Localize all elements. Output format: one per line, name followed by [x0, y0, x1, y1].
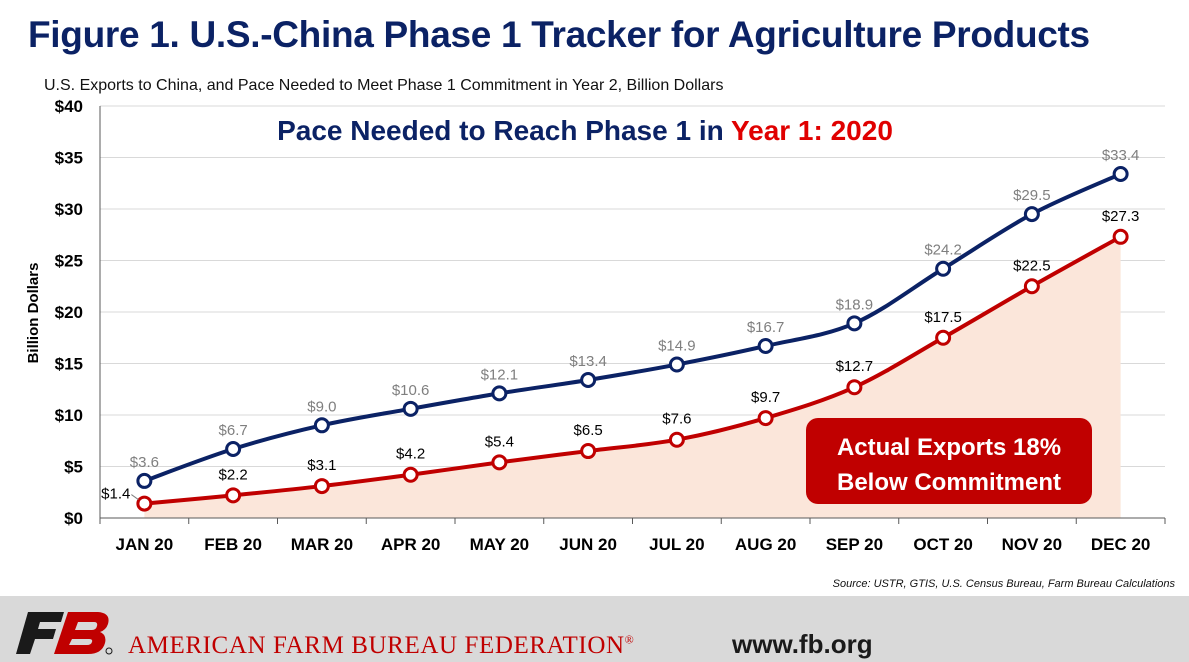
actual-line-data-label: $9.7 — [751, 389, 780, 406]
source-note: Source: USTR, GTIS, U.S. Census Bureau, … — [832, 578, 1175, 590]
actual-line-data-label: $6.5 — [574, 422, 603, 439]
actual-line-data-label: $12.7 — [836, 358, 874, 375]
actual-line-point — [580, 443, 597, 460]
pace-line-point — [136, 472, 153, 489]
pace-line-data-label: $3.6 — [130, 454, 159, 471]
actual-line-point — [402, 466, 419, 483]
y-axis-label: Billion Dollars — [25, 263, 42, 364]
actual-line-point — [668, 431, 685, 448]
y-tick-label: $35 — [55, 149, 83, 168]
headline-part1: Pace Needed to Reach Phase 1 in — [277, 115, 731, 146]
callout-line1: Actual Exports 18% — [837, 434, 1061, 461]
y-tick-label: $0 — [64, 509, 83, 528]
actual-line-data-label: $22.5 — [1013, 257, 1051, 274]
actual-line-data-label: $27.3 — [1102, 208, 1140, 225]
pace-line-point — [846, 315, 863, 332]
callout-line2: Below Commitment — [837, 469, 1061, 496]
footer-band — [0, 596, 1189, 662]
x-tick-label: JAN 20 — [116, 535, 174, 554]
actual-line-data-label: $4.2 — [396, 446, 425, 463]
actual-line-point — [757, 410, 774, 427]
y-tick-labels: $0 $5 $10 $15 $20 $25 $30 $35 $40 — [55, 97, 83, 528]
y-tick-label: $40 — [55, 97, 83, 116]
pace-line-point — [580, 371, 597, 388]
callout-box: Actual Exports 18% Below Commitment — [806, 418, 1092, 504]
actual-line-data-label: $2.2 — [219, 466, 248, 483]
x-tick-label: JUN 20 — [559, 535, 617, 554]
actual-line-data-label: $3.1 — [307, 457, 336, 474]
pace-line-data-label: $33.4 — [1102, 147, 1140, 164]
y-tick-label: $10 — [55, 406, 83, 425]
pace-line-point — [757, 337, 774, 354]
actual-line-data-label: $7.6 — [662, 411, 691, 428]
pace-line-point — [225, 440, 242, 457]
callout-background — [806, 418, 1092, 504]
x-tick-label: FEB 20 — [204, 535, 262, 554]
pace-line-data-label: $16.7 — [747, 319, 785, 336]
pace-line-point — [1112, 165, 1129, 182]
y-tick-label: $5 — [64, 458, 83, 477]
registered-mark: ® — [624, 632, 635, 647]
actual-line-point — [225, 487, 242, 504]
actual-line-data-label: $5.4 — [485, 433, 514, 450]
org-url[interactable]: www.fb.org — [732, 629, 873, 659]
x-tick-label: DEC 20 — [1091, 535, 1151, 554]
pace-line-data-label: $14.9 — [658, 338, 696, 355]
series — [136, 165, 1129, 512]
fb-logo — [16, 612, 113, 655]
x-tick-label: APR 20 — [381, 535, 441, 554]
pace-line-data-label: $10.6 — [392, 382, 430, 399]
x-tick-label: MAY 20 — [470, 535, 530, 554]
actual-line-point — [846, 379, 863, 396]
actual-line-point — [491, 454, 508, 471]
pace-line-point — [1023, 206, 1040, 223]
axes — [99, 106, 1166, 524]
x-tick-label: NOV 20 — [1002, 535, 1062, 554]
pace-line-data-label: $9.0 — [307, 398, 336, 415]
actual-line-data-label: $17.5 — [924, 309, 962, 326]
pace-line-point — [491, 385, 508, 402]
data-labels: $3.6 $6.7 $9.0 $10.6 $12.1 $13.4 $14.9 $16.7 $18… — [101, 147, 1139, 503]
x-tick-label: SEP 20 — [826, 535, 883, 554]
pace-line-data-label: $13.4 — [569, 353, 607, 370]
org-name-text: AMERICAN FARM BUREAU FEDERATION — [128, 632, 625, 659]
x-tick-label: OCT 20 — [913, 535, 973, 554]
y-tick-label: $25 — [55, 252, 83, 271]
actual-line-data-label: $1.4 — [101, 486, 130, 503]
headline-part2: Year 1: 2020 — [731, 115, 893, 146]
pace-line-data-label: $12.1 — [481, 366, 519, 383]
line-chart: $0 $5 $10 $15 $20 $25 $30 $35 $40 JAN 20 FEB 20 MA… — [25, 97, 1166, 554]
chart-title: Figure 1. U.S.-China Phase 1 Tracker for… — [28, 14, 1090, 55]
x-tick-label: JUL 20 — [649, 535, 704, 554]
actual-line-point — [935, 329, 952, 346]
y-tick-label: $30 — [55, 200, 83, 219]
x-tick-label: AUG 20 — [735, 535, 796, 554]
pace-line-point — [402, 400, 419, 417]
headline-text: Pace Needed to Reach Phase 1 in Year 1: … — [277, 115, 893, 146]
pace-line-data-label: $29.5 — [1013, 187, 1051, 204]
y-tick-label: $15 — [55, 355, 83, 374]
x-tick-label: MAR 20 — [291, 535, 353, 554]
chart-subtitle: U.S. Exports to China, and Pace Needed t… — [44, 77, 724, 94]
y-tick-label: $20 — [55, 303, 83, 322]
actual-line-point — [1112, 228, 1129, 245]
actual-line-point — [1023, 278, 1040, 295]
label-leader-line — [131, 494, 139, 500]
pace-line-data-label: $6.7 — [219, 422, 248, 439]
actual-line-point — [313, 478, 330, 495]
pace-line-point — [935, 260, 952, 277]
pace-line-point — [313, 417, 330, 434]
org-name: AMERICAN FARM BUREAU FEDERATION® — [128, 632, 634, 660]
pace-line-point — [668, 356, 685, 373]
x-tick-labels: JAN 20 FEB 20 MAR 20 APR 20 MAY 20 JUN 20 JUL … — [116, 535, 1151, 554]
pace-line-data-label: $24.2 — [924, 242, 962, 259]
pace-line-data-label: $18.9 — [836, 296, 874, 313]
actual-line-point — [136, 495, 153, 512]
